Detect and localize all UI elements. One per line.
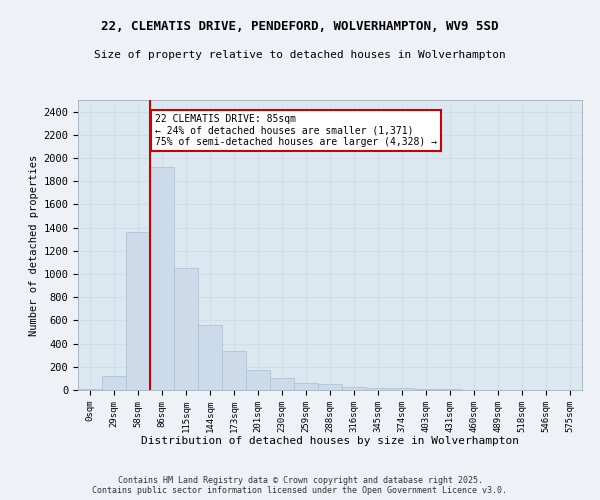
Bar (246, 370, 270, 390)
Bar (78, 389, 102, 390)
Bar (174, 268, 198, 390)
Bar (102, 376, 126, 390)
Bar (270, 378, 294, 390)
Bar (342, 386, 366, 390)
Text: 22, CLEMATIS DRIVE, PENDEFORD, WOLVERHAMPTON, WV9 5SD: 22, CLEMATIS DRIVE, PENDEFORD, WOLVERHAM… (101, 20, 499, 33)
Bar (366, 388, 390, 390)
Bar (414, 389, 438, 390)
Text: Contains HM Land Registry data © Crown copyright and database right 2025.
Contai: Contains HM Land Registry data © Crown c… (92, 476, 508, 495)
Text: 22 CLEMATIS DRIVE: 85sqm
← 24% of detached houses are smaller (1,371)
75% of sem: 22 CLEMATIS DRIVE: 85sqm ← 24% of detach… (155, 114, 437, 147)
Text: Size of property relative to detached houses in Wolverhampton: Size of property relative to detached ho… (94, 50, 506, 60)
Bar (318, 384, 342, 390)
Bar (294, 383, 318, 390)
Y-axis label: Number of detached properties: Number of detached properties (29, 154, 39, 336)
Bar (126, 232, 150, 390)
Bar (150, 168, 174, 390)
Bar (390, 388, 414, 390)
X-axis label: Distribution of detached houses by size in Wolverhampton: Distribution of detached houses by size … (141, 436, 519, 446)
Bar (222, 351, 246, 390)
Bar (198, 325, 222, 390)
